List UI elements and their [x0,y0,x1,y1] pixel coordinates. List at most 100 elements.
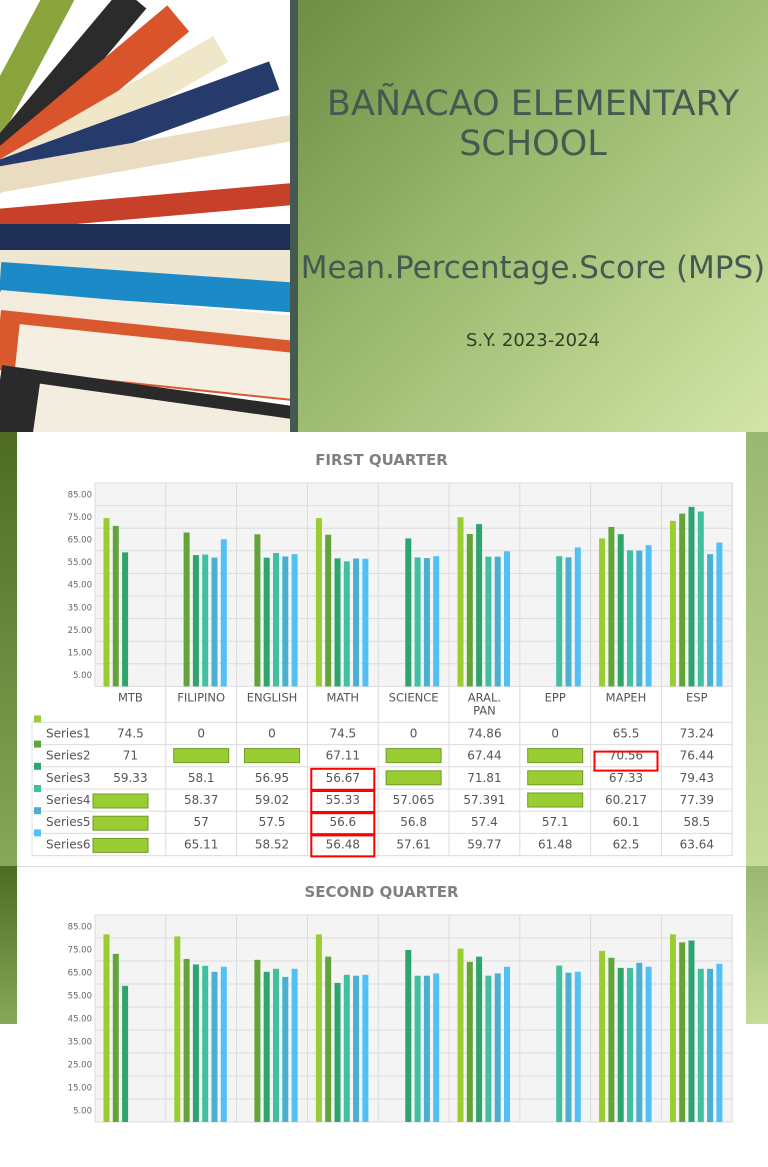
bar-series3 [192,555,199,687]
category-label: MATH [327,690,360,704]
bar-series5 [423,975,430,1122]
legend-key [34,829,41,837]
table-cell: 65.5 [613,726,640,740]
table-cell: 71.81 [467,771,501,785]
redaction-box [173,748,230,764]
first-quarter-chart: 5.00 15.00 25.00 35.00 45.00 55.00 65.00 75.00 8… [31,482,733,858]
bar-series5 [211,557,218,687]
table-cell: 65.11 [184,837,218,851]
table-cell: 71 [123,749,138,763]
bar-series3 [122,552,129,687]
y-tick-label: 75.00 [68,513,92,523]
table-cell: 67.33 [609,771,643,785]
redaction-box [244,748,300,764]
bar-series6 [504,966,510,1122]
category-label: EPP [545,690,566,704]
table-cell: 57.1 [542,815,569,829]
category-label: FILIPINO [177,690,225,704]
bar-series5 [565,972,572,1122]
bar-series5 [211,971,218,1122]
redaction-box [92,815,149,831]
bar-series4 [485,556,492,687]
bar-series3 [263,971,270,1122]
bar-series1 [174,936,181,1122]
banner-divider [290,0,298,432]
table-cell: 62.5 [613,837,640,851]
highlight-box [593,750,659,772]
bar-series2 [466,961,473,1122]
legend-key [34,762,41,770]
table-cell: 0 [551,726,559,740]
highlight-box [310,767,376,791]
right-decor-strip [746,866,768,1024]
bar-series1 [457,948,464,1122]
bar-series3 [192,964,199,1122]
bar-series1 [599,538,606,687]
bar-series4 [697,968,704,1122]
redaction-box [385,770,442,786]
table-cell: 0 [268,726,276,740]
bar-series6 [433,973,440,1122]
category-label: ESP [686,690,708,704]
bar-series2 [183,958,190,1122]
table-cell: 56.6 [329,815,356,829]
bar-series4 [556,556,563,687]
bar-series4 [273,553,279,687]
bar-series2 [112,525,119,687]
bar-series4 [556,965,563,1122]
table-cell: 58.52 [255,837,289,851]
y-tick-label: 35.00 [68,1038,92,1048]
redaction-box [527,748,584,764]
y-tick-label: 15.00 [68,1084,92,1094]
bar-series2 [325,534,332,687]
redaction-box [527,770,584,786]
category-label: PAN [473,703,496,717]
bar-series1 [457,517,464,687]
bar-series5 [636,550,643,687]
table-cell: 57.5 [259,815,286,829]
y-tick-label: 65.00 [68,969,92,979]
banner-background [298,0,768,432]
table-cell: 57 [194,815,209,829]
legend-key [34,740,41,748]
table-cell: 57.4 [471,815,498,829]
y-tick-label: 15.00 [68,649,92,659]
second-quarter-panel: SECOND QUARTER 5.00 15.00 25.00 35.00 45.00 5… [17,866,746,1123]
table-cell: 0 [410,726,418,740]
table-cell: 57.391 [463,793,505,807]
category-label: SCIENCE [389,690,439,704]
y-tick-label: 25.00 [68,1061,92,1071]
chart-title: SECOND QUARTER [304,883,459,901]
table-cell: 58.5 [683,815,710,829]
bar-series6 [716,542,723,687]
bar-series3 [122,985,129,1122]
series-label: Series4 [46,793,91,807]
bar-series6 [433,556,440,687]
bar-series5 [494,556,501,687]
bar-series3 [617,534,624,687]
bar-series5 [423,558,430,687]
bar-series1 [315,518,322,687]
bar-series4 [627,550,633,687]
bar-series6 [504,551,510,687]
bar-series2 [608,957,615,1122]
bar-series3 [334,982,341,1122]
series-label: Series2 [46,749,91,763]
plot-area [94,482,733,687]
bar-series5 [636,962,643,1122]
bar-series2 [183,532,190,687]
y-tick-label: 45.00 [68,581,92,591]
table-cell: 59.02 [255,793,289,807]
bar-series3 [405,949,412,1122]
table-cell: 73.24 [680,726,714,740]
table-cell: 55.33 [326,793,360,807]
table-cell: 74.5 [117,726,144,740]
table-cell: 59.77 [467,837,501,851]
bar-series1 [669,520,676,687]
category-label: ENGLISH [247,690,298,704]
bar-series5 [707,968,714,1122]
bar-series5 [282,976,289,1122]
bar-series6 [291,554,298,687]
y-tick-label: 45.00 [68,1015,92,1025]
category-label: MTB [118,690,143,704]
